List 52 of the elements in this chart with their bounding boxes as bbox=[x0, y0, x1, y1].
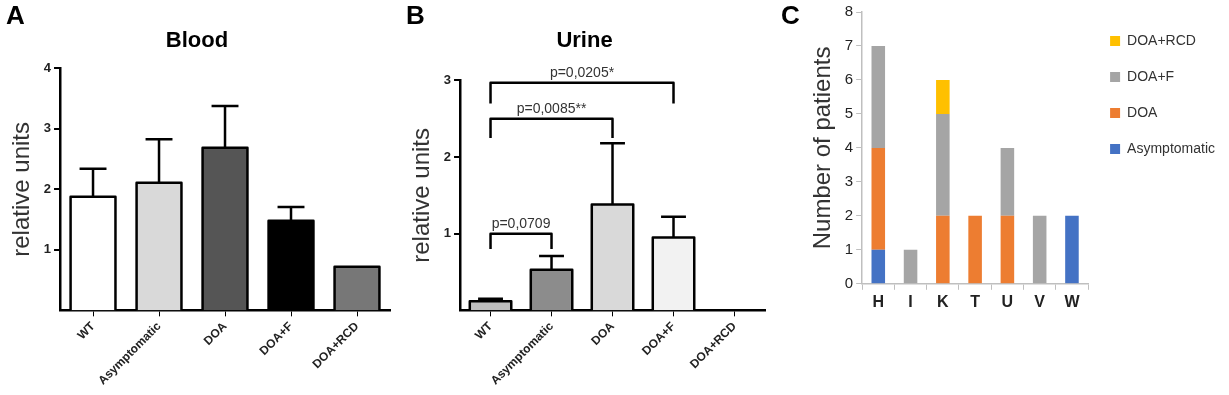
y-tick-label: 3 bbox=[43, 120, 52, 136]
bar bbox=[871, 45, 886, 148]
annotation: p=0,0709 bbox=[491, 214, 551, 231]
text: C bbox=[781, 0, 800, 31]
bar bbox=[1032, 215, 1047, 284]
legend-label: DOA+RCD bbox=[1127, 31, 1196, 48]
bar bbox=[936, 215, 950, 284]
y-tick-label: 2 bbox=[43, 180, 52, 196]
y-tick-label: 6 bbox=[844, 70, 854, 88]
x-tick-label: WT bbox=[471, 318, 496, 343]
text: A bbox=[6, 0, 25, 31]
annotation: p=0,0085** bbox=[516, 99, 587, 116]
bar bbox=[1000, 215, 1015, 284]
bar bbox=[1000, 147, 1015, 216]
bar bbox=[871, 147, 886, 250]
bar bbox=[936, 79, 950, 114]
text: B bbox=[406, 0, 425, 31]
bar bbox=[936, 113, 950, 216]
y-axis-title: relative units bbox=[7, 122, 35, 257]
x-tick-label: U bbox=[1001, 292, 1014, 310]
y-tick-label: 8 bbox=[844, 2, 854, 20]
y-axis-title: relative units bbox=[407, 128, 435, 263]
y-axis-title: Number of patients bbox=[808, 46, 836, 250]
y-tick-label: 2 bbox=[844, 205, 854, 223]
legend-label: DOA+F bbox=[1127, 67, 1175, 84]
chart-title: Blood bbox=[165, 27, 229, 53]
bar bbox=[903, 249, 918, 284]
bar bbox=[1065, 215, 1079, 284]
y-tick-label: 3 bbox=[443, 71, 452, 87]
x-tick-label: H bbox=[872, 292, 885, 310]
x-tick-label: I bbox=[908, 292, 913, 310]
x-tick-label: T bbox=[970, 292, 981, 310]
y-tick-label: 1 bbox=[43, 241, 52, 257]
y-tick-label: 2 bbox=[443, 148, 452, 164]
x-tick-label: K bbox=[937, 292, 950, 310]
legend-label: DOA bbox=[1127, 103, 1159, 120]
bar bbox=[871, 249, 886, 284]
bar bbox=[968, 215, 982, 284]
y-tick-label: 4 bbox=[43, 59, 52, 75]
y-tick-label: 3 bbox=[844, 172, 854, 190]
text: p=0,0205* bbox=[549, 63, 615, 80]
y-tick-label: 4 bbox=[844, 138, 854, 156]
y-tick-label: 0 bbox=[844, 273, 854, 291]
y-tick-label: 7 bbox=[844, 36, 854, 54]
y-tick-label: 5 bbox=[844, 104, 854, 122]
x-tick-label: WT bbox=[74, 318, 98, 343]
y-tick-label: 1 bbox=[443, 225, 452, 241]
legend-label: Asymptomatic bbox=[1127, 139, 1216, 156]
x-tick-label: V bbox=[1034, 292, 1046, 310]
chart-title: Urine bbox=[556, 27, 613, 53]
y-tick-label: 1 bbox=[844, 239, 854, 257]
x-tick-label: W bbox=[1064, 292, 1081, 310]
